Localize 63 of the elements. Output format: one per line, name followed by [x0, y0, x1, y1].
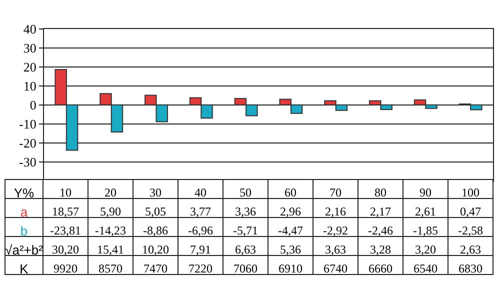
- x-tick-label: 80: [374, 186, 386, 200]
- text: 15,41: [97, 242, 124, 257]
- text: 30,20: [52, 242, 79, 257]
- text: 7,91: [190, 242, 211, 257]
- text: √a²+b²: [5, 242, 44, 258]
- x-tick-label: 70: [330, 186, 342, 200]
- data-label: 5,05: [145, 204, 166, 219]
- text: 3,28: [370, 242, 391, 257]
- text: 3,63: [325, 242, 346, 257]
- text: a: [20, 204, 28, 220]
- data-label: -6,96: [188, 224, 213, 238]
- data-label: 18,57: [52, 204, 79, 219]
- y-tick-label: -10: [19, 116, 36, 132]
- y-tick-label: -30: [19, 154, 36, 170]
- text: 6540: [414, 262, 438, 276]
- text: 6,63: [235, 242, 256, 257]
- data-label: -4,47: [278, 224, 303, 238]
- text: 7220: [188, 262, 212, 276]
- x-tick-label: 40: [194, 186, 206, 200]
- y-tick-label: 10: [23, 78, 36, 94]
- y-tick-label: 0: [30, 97, 36, 112]
- data-label: -2,46: [368, 224, 393, 238]
- data-label: -23,81: [50, 224, 81, 238]
- x-axis-title: Y%: [14, 185, 35, 200]
- x-tick-label: 30: [150, 186, 162, 200]
- y-tick-label: 30: [23, 40, 36, 56]
- data-label: 2,96: [280, 204, 301, 219]
- data-label: -1,85: [413, 224, 438, 238]
- text: 3,20: [415, 242, 436, 257]
- text: 5,36: [280, 242, 301, 257]
- text: K: [20, 261, 29, 276]
- text: 7470: [144, 262, 168, 276]
- data-label: 0,47: [460, 204, 481, 219]
- x-tick-label: 50: [240, 186, 252, 200]
- text: 6830: [458, 262, 482, 276]
- text: 8570: [98, 262, 122, 276]
- text: 6910: [278, 262, 302, 276]
- data-label: 3,36: [235, 204, 256, 219]
- x-tick-label: 20: [104, 186, 116, 200]
- y-tick-label: 40: [23, 21, 36, 36]
- data-label: 3,77: [190, 204, 211, 219]
- data-label: 2,61: [415, 204, 436, 219]
- y-tick-label: 20: [23, 59, 36, 74]
- text: 7060: [234, 262, 258, 276]
- y-tick-label: -20: [19, 135, 36, 150]
- data-label: 2,16: [325, 204, 346, 219]
- x-tick-label: 90: [420, 186, 432, 200]
- text: 9920: [54, 262, 78, 276]
- x-tick-label: 100: [462, 186, 480, 200]
- text: 6740: [324, 262, 348, 276]
- data-label: -5,71: [233, 224, 258, 238]
- text: 10,20: [142, 242, 169, 257]
- x-tick-label: 10: [60, 186, 72, 200]
- text: b: [20, 223, 28, 238]
- data-label: -2,92: [323, 224, 348, 238]
- data-label: -14,23: [95, 224, 126, 238]
- data-label: 2,17: [370, 204, 391, 219]
- data-label: 5,90: [100, 204, 121, 219]
- text: 2,63: [460, 242, 481, 257]
- data-label: -8,86: [143, 224, 168, 238]
- x-tick-label: 60: [284, 186, 296, 200]
- text: 6660: [368, 262, 392, 276]
- data-label: -2,58: [458, 224, 483, 238]
